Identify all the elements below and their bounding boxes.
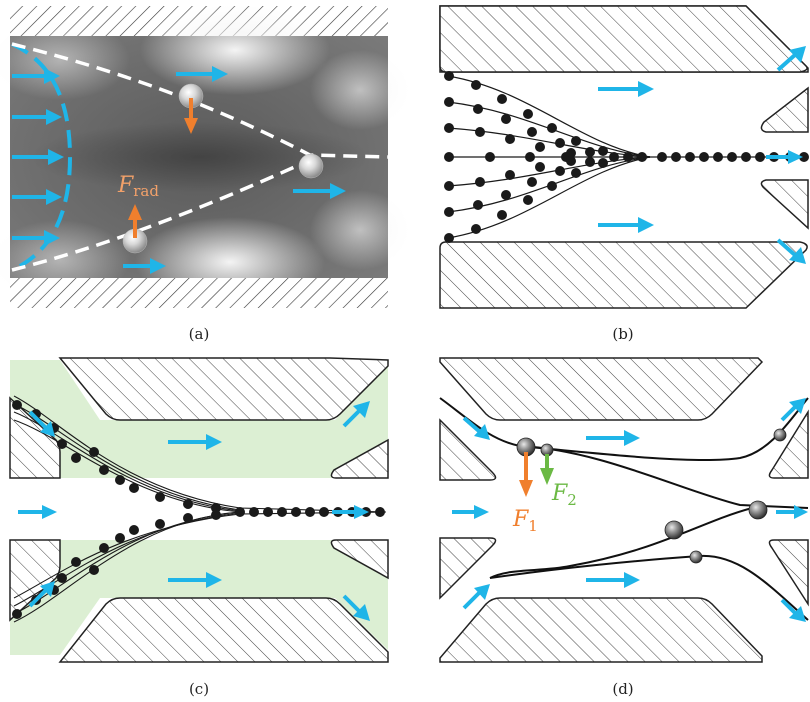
panel-a-flow-profile: [11, 42, 73, 272]
panel-d-lower-left-wedge: [439, 537, 497, 600]
panel-d-caption: (d): [612, 680, 633, 698]
panel-c-bottom-wall: [58, 597, 389, 663]
panel-d-force-arrows: [519, 452, 554, 497]
panel-a-particle-center: [298, 153, 324, 179]
panel-c-upper-right-prong: [330, 438, 389, 479]
panel-d-particle-small-lower: [689, 550, 703, 564]
panel-a-trajectory-lower: [11, 158, 311, 272]
panel-d-particle-mid-lower: [664, 520, 684, 540]
panel-d-particle-exit-center: [748, 500, 768, 520]
panel-c-lower-right-prong: [330, 539, 389, 580]
panel-d-force-f2-label: F2: [551, 481, 577, 509]
panel-c-lower-left-wedge: [9, 539, 61, 622]
panel-a-bottom-wall: [10, 278, 388, 308]
panel-c-particles: [12, 400, 385, 619]
panel-d-top-wall: [439, 357, 764, 421]
panel-d-bottom-wall: [439, 597, 763, 663]
panel-d-particle-exit-top: [773, 428, 787, 442]
panel-a: Frad: [0, 5, 410, 308]
panel-d-upper-right-prong: [768, 409, 809, 479]
panel-d-lower-right-prong: [768, 539, 809, 607]
panel-a-flow-arrows: [123, 66, 346, 274]
panel-b-caption: (b): [612, 325, 633, 343]
panel-b-lower-prong: [760, 179, 809, 230]
panel-a-trajectory-upper: [11, 42, 389, 159]
panel-d-force-f1-label: F1: [512, 507, 538, 535]
panel-a-force-label: Frad: [117, 173, 159, 200]
panel-c-flow-arrows: [18, 401, 370, 621]
panel-c: [9, 357, 389, 663]
panel-b-bottom-wall: [439, 241, 808, 309]
panel-d: F1 F2: [439, 357, 809, 663]
panel-c-top-wall: [58, 357, 389, 421]
panel-d-flow-arrows: [452, 398, 808, 622]
panel-a-radiation-force-arrows: [128, 98, 198, 238]
panel-a-inflow-arrows: [12, 68, 64, 246]
panel-b-flow-arrows: [598, 46, 806, 264]
panel-c-caption: (c): [189, 680, 209, 698]
panel-a-caption: (a): [189, 325, 210, 343]
panel-b-upper-prong: [760, 86, 809, 133]
panel-d-upper-left-wedge: [439, 418, 497, 481]
panel-b: [439, 5, 809, 309]
